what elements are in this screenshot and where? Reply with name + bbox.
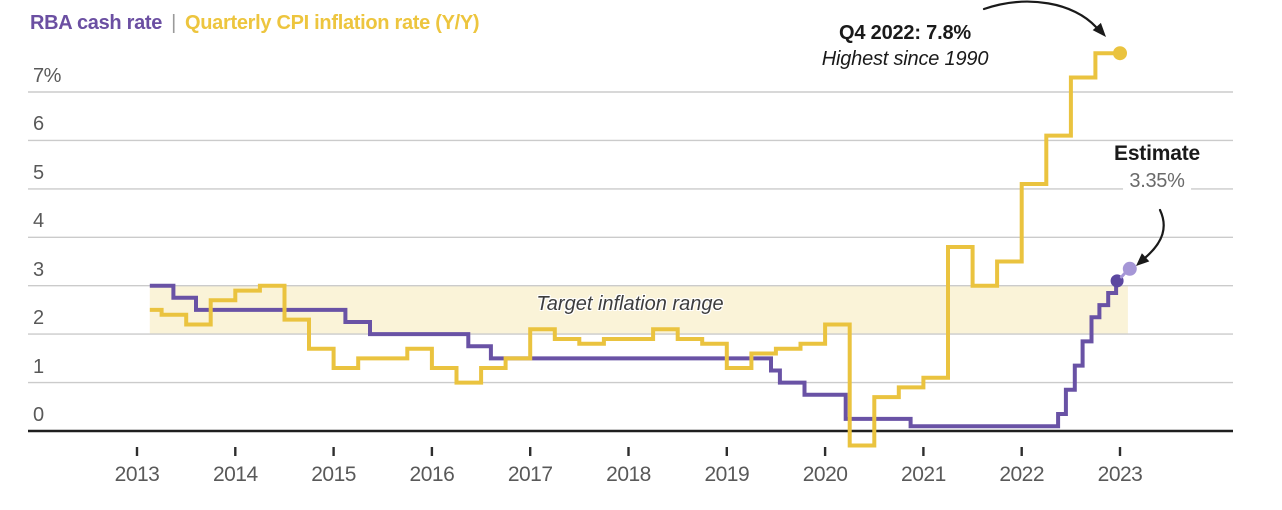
estimate-annotation-value: 3.35% <box>1123 170 1191 193</box>
y-axis-label: 2 <box>33 307 44 330</box>
peak-annotation: Q4 2022: 7.8% Highest since 1990 <box>822 22 989 71</box>
x-axis-label: 2013 <box>114 463 160 486</box>
peak-annotation-arrow <box>982 0 1098 29</box>
legend-cash-rate: RBA cash rate <box>30 12 163 34</box>
annotation-arrows <box>982 0 1165 266</box>
x-axis-label: 2017 <box>507 463 553 486</box>
x-axis-label: 2019 <box>704 463 750 486</box>
x-axis-label: 2016 <box>409 463 455 486</box>
estimate-annotation-label: Estimate <box>1114 142 1200 165</box>
peak-annotation-subtitle: Highest since 1990 <box>821 48 989 70</box>
estimate-arrowhead-icon <box>1136 253 1150 266</box>
x-axis-label: 2015 <box>311 463 356 486</box>
cash-rate-line <box>149 261 1137 429</box>
y-axis-label: 0 <box>33 404 44 426</box>
x-axis-label: 2021 <box>901 463 946 486</box>
cpi-end-dot <box>1113 46 1127 61</box>
estimate-dot <box>1122 261 1137 276</box>
y-axis-label: 7% <box>33 64 61 87</box>
x-axis-label: 2018 <box>606 463 651 486</box>
chart-legend: RBA cash rate | Quarterly CPI inflation ra… <box>30 12 480 35</box>
target-band-label: Target inflation range <box>536 293 724 315</box>
cpi-step-line <box>149 51 1120 448</box>
x-axis-label: 2014 <box>212 463 258 486</box>
y-axis-label: 3 <box>33 258 44 281</box>
gridlines <box>28 91 1233 433</box>
peak-arrowhead-icon <box>1092 22 1106 37</box>
x-axis-label: 2023 <box>1097 463 1143 486</box>
x-axis-label: 2022 <box>999 463 1045 486</box>
y-axis-label: 5 <box>33 161 44 184</box>
x-axis-label: 2020 <box>802 463 848 486</box>
y-axis-label: 6 <box>33 113 44 136</box>
peak-annotation-title: Q4 2022: 7.8% <box>839 22 971 44</box>
legend-cpi: Quarterly CPI inflation rate (Y/Y) <box>184 12 480 34</box>
y-axis-label: 4 <box>33 210 44 233</box>
legend-separator: | <box>171 12 176 34</box>
estimate-annotation: Estimate 3.35% <box>1114 142 1200 193</box>
x-axis-ticks <box>135 447 1122 456</box>
cpi-line <box>149 46 1127 448</box>
estimate-annotation-arrow <box>1144 208 1165 259</box>
cash-rate-step-line <box>149 278 1119 429</box>
y-axis-label: 1 <box>33 355 44 378</box>
